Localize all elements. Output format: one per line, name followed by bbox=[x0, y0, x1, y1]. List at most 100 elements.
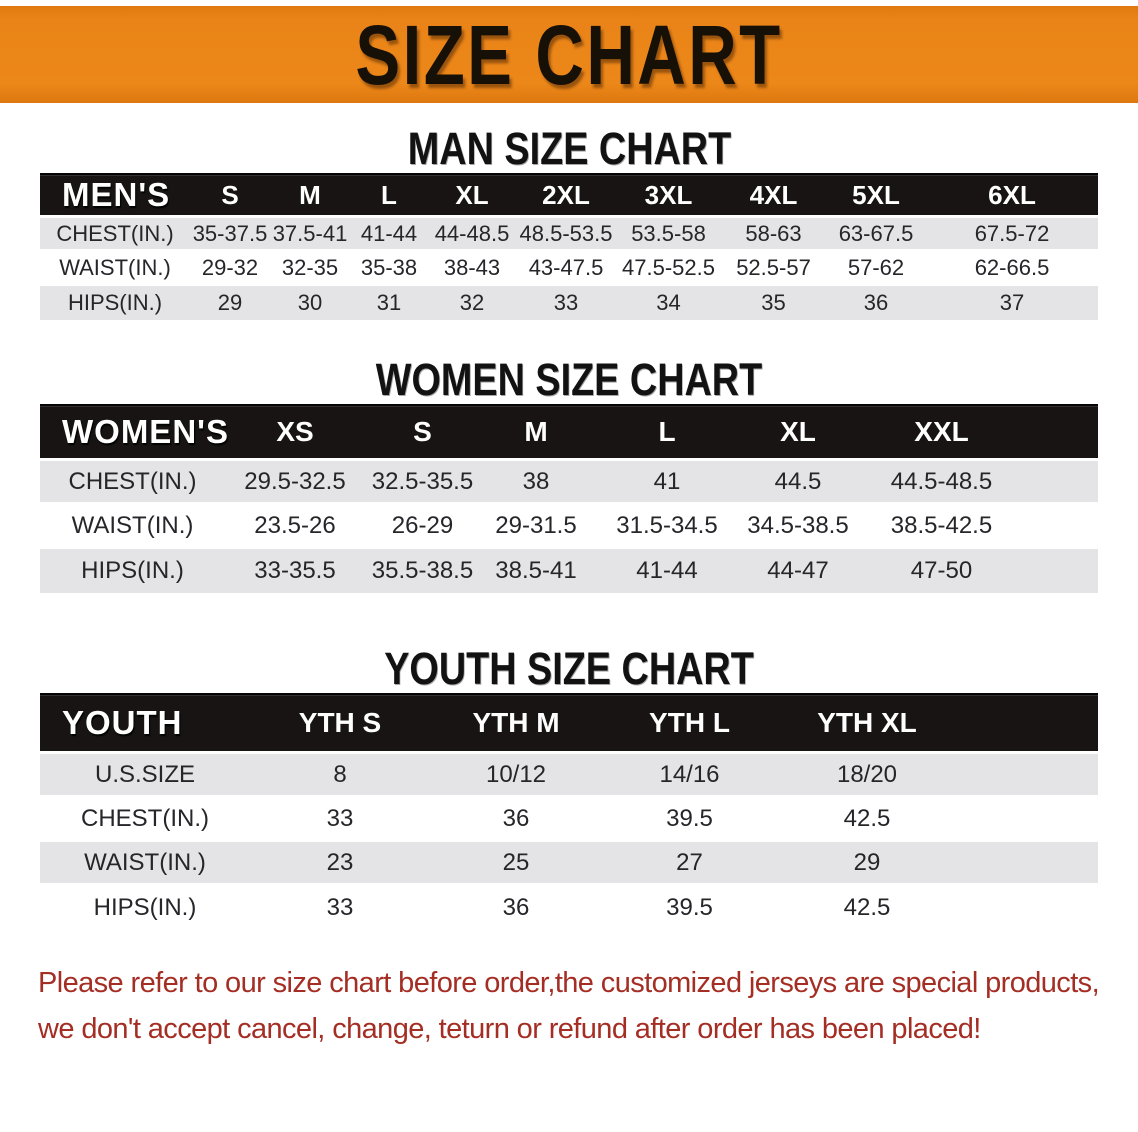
size-cell: 35 bbox=[721, 286, 826, 320]
men-col-header-m: M bbox=[270, 173, 350, 218]
youth-ussize-row: U.S.SIZE 8 10/12 14/16 18/20 bbox=[40, 754, 1098, 798]
women-col-header-l: L bbox=[592, 404, 742, 461]
size-cell: 44.5 bbox=[742, 461, 854, 505]
size-cell: 34.5-38.5 bbox=[742, 505, 854, 549]
size-cell: 47.5-52.5 bbox=[616, 252, 721, 286]
size-cell: 62-66.5 bbox=[926, 252, 1098, 286]
spacer-cell bbox=[1029, 549, 1098, 593]
women-chest-label: CHEST(IN.) bbox=[40, 461, 225, 505]
youth-chest-label: CHEST(IN.) bbox=[40, 798, 250, 842]
youth-waist-label: WAIST(IN.) bbox=[40, 842, 250, 886]
men-col-header-6xl: 6XL bbox=[926, 173, 1098, 218]
size-cell: 14/16 bbox=[602, 754, 777, 798]
size-cell: 44-48.5 bbox=[428, 218, 516, 252]
disclaimer-line-1: Please refer to our size chart before or… bbox=[38, 967, 1100, 999]
men-col-header-4xl: 4XL bbox=[721, 173, 826, 218]
women-hips-label: HIPS(IN.) bbox=[40, 549, 225, 593]
size-cell: 33 bbox=[250, 886, 430, 930]
banner: SIZE CHART bbox=[0, 6, 1138, 103]
size-cell: 27 bbox=[602, 842, 777, 886]
men-chest-row: CHEST(IN.) 35-37.5 37.5-41 41-44 44-48.5… bbox=[40, 218, 1098, 252]
size-cell: 42.5 bbox=[777, 798, 957, 842]
size-cell: 41-44 bbox=[592, 549, 742, 593]
youth-ussize-label: U.S.SIZE bbox=[40, 754, 250, 798]
men-waist-row: WAIST(IN.) 29-32 32-35 35-38 38-43 43-47… bbox=[40, 252, 1098, 286]
size-cell: 29-32 bbox=[190, 252, 270, 286]
youth-hips-label: HIPS(IN.) bbox=[40, 886, 250, 930]
size-cell: 26-29 bbox=[365, 505, 480, 549]
size-cell: 8 bbox=[250, 754, 430, 798]
size-cell: 41-44 bbox=[350, 218, 428, 252]
size-cell: 33 bbox=[516, 286, 616, 320]
size-cell: 52.5-57 bbox=[721, 252, 826, 286]
men-col-header-xl: XL bbox=[428, 173, 516, 218]
women-col-header-xl: XL bbox=[742, 404, 854, 461]
spacer-cell bbox=[1029, 461, 1098, 505]
size-cell: 29 bbox=[777, 842, 957, 886]
men-col-header-3xl: 3XL bbox=[616, 173, 721, 218]
men-col-header-s: S bbox=[190, 173, 270, 218]
size-cell: 36 bbox=[826, 286, 926, 320]
size-cell: 34 bbox=[616, 286, 721, 320]
size-cell: 53.5-58 bbox=[616, 218, 721, 252]
size-cell: 38 bbox=[480, 461, 592, 505]
size-cell: 31.5-34.5 bbox=[592, 505, 742, 549]
size-cell: 39.5 bbox=[602, 798, 777, 842]
size-cell: 10/12 bbox=[430, 754, 602, 798]
women-col-header-m: M bbox=[480, 404, 592, 461]
size-cell: 35-37.5 bbox=[190, 218, 270, 252]
size-cell: 44.5-48.5 bbox=[854, 461, 1029, 505]
banner-title: SIZE CHART bbox=[355, 7, 783, 102]
size-cell: 33 bbox=[250, 798, 430, 842]
women-waist-label: WAIST(IN.) bbox=[40, 505, 225, 549]
spacer-cell bbox=[957, 842, 1098, 886]
size-cell: 42.5 bbox=[777, 886, 957, 930]
men-size-table: MEN'S S M L XL 2XL 3XL 4XL 5XL 6XL CHEST… bbox=[40, 173, 1098, 320]
men-waist-label: WAIST(IN.) bbox=[40, 252, 190, 286]
disclaimer: Please refer to our size chart before or… bbox=[0, 960, 1138, 1052]
men-col-header-l: L bbox=[350, 173, 428, 218]
youth-col-header-l: YTH L bbox=[602, 693, 777, 754]
women-size-table: WOMEN'S XS S M L XL XXL CHEST(IN.) 29.5-… bbox=[40, 404, 1098, 593]
spacer-cell bbox=[1029, 404, 1098, 461]
size-cell: 18/20 bbox=[777, 754, 957, 798]
women-hips-row: HIPS(IN.) 33-35.5 35.5-38.5 38.5-41 41-4… bbox=[40, 549, 1098, 593]
women-col-header-xs: XS bbox=[225, 404, 365, 461]
size-cell: 29.5-32.5 bbox=[225, 461, 365, 505]
size-cell: 58-63 bbox=[721, 218, 826, 252]
youth-table-label: YOUTH bbox=[40, 693, 250, 754]
size-cell: 37.5-41 bbox=[270, 218, 350, 252]
size-cell: 43-47.5 bbox=[516, 252, 616, 286]
disclaimer-line-2: we don't accept cancel, change, teturn o… bbox=[38, 1013, 981, 1045]
women-table-label: WOMEN'S bbox=[40, 404, 228, 461]
youth-col-header-xl: YTH XL bbox=[777, 693, 957, 754]
men-hips-label: HIPS(IN.) bbox=[40, 286, 190, 320]
women-col-header-s: S bbox=[365, 404, 480, 461]
youth-section-title: YOUTH SIZE CHART bbox=[0, 645, 1138, 693]
women-section-title: WOMEN SIZE CHART bbox=[0, 356, 1138, 404]
size-cell: 31 bbox=[350, 286, 428, 320]
women-header-row: WOMEN'S XS S M L XL XXL bbox=[40, 404, 1098, 461]
size-cell: 38-43 bbox=[428, 252, 516, 286]
youth-size-table: YOUTH YTH S YTH M YTH L YTH XL U.S.SIZE … bbox=[40, 693, 1098, 930]
size-cell: 36 bbox=[430, 798, 602, 842]
men-hips-row: HIPS(IN.) 29 30 31 32 33 34 35 36 37 bbox=[40, 286, 1098, 320]
size-cell: 67.5-72 bbox=[926, 218, 1098, 252]
youth-header-row: YOUTH YTH S YTH M YTH L YTH XL bbox=[40, 693, 1098, 754]
size-cell: 29 bbox=[190, 286, 270, 320]
size-cell: 44-47 bbox=[742, 549, 854, 593]
spacer-cell bbox=[1029, 505, 1098, 549]
men-section-title: MAN SIZE CHART bbox=[0, 125, 1138, 173]
size-cell: 25 bbox=[430, 842, 602, 886]
size-cell: 63-67.5 bbox=[826, 218, 926, 252]
men-col-header-5xl: 5XL bbox=[826, 173, 926, 218]
men-table-label: MEN'S bbox=[40, 173, 190, 218]
youth-waist-row: WAIST(IN.) 23 25 27 29 bbox=[40, 842, 1098, 886]
men-col-header-2xl: 2XL bbox=[516, 173, 616, 218]
women-section-title-text: WOMEN SIZE CHART bbox=[375, 354, 763, 405]
men-header-row: MEN'S S M L XL 2XL 3XL 4XL 5XL 6XL bbox=[40, 173, 1098, 218]
spacer-cell bbox=[957, 693, 1098, 754]
size-cell: 23 bbox=[250, 842, 430, 886]
size-cell: 35-38 bbox=[350, 252, 428, 286]
